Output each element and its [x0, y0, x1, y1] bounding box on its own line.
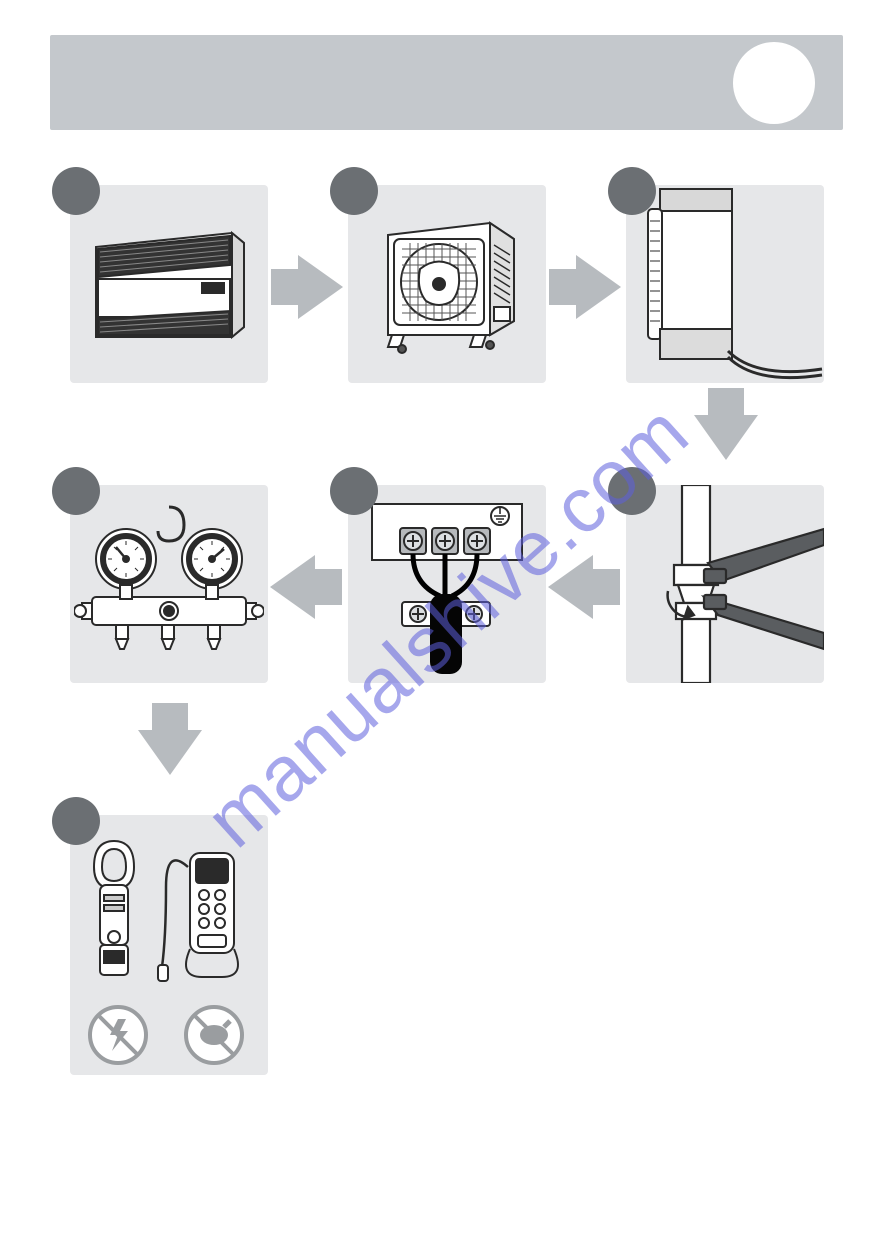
step-badge-7	[52, 797, 100, 845]
flow-arrow	[548, 555, 593, 619]
header-step-circle	[733, 42, 815, 124]
flow-arrow	[576, 255, 621, 319]
step-badge-3	[608, 167, 656, 215]
step-tile-1	[70, 185, 268, 383]
pipe-flare-illustration	[626, 485, 824, 683]
step-tile-7	[70, 815, 268, 1075]
flow-arrow	[270, 555, 315, 619]
step-badge-4	[608, 467, 656, 515]
step-tile-3	[626, 185, 824, 383]
header-bar	[50, 35, 843, 130]
step-badge-2	[330, 167, 378, 215]
step-tile-2	[348, 185, 546, 383]
step-badge-5	[330, 467, 378, 515]
flow-arrow	[138, 730, 202, 775]
flow-arrow	[694, 415, 758, 460]
drain-illustration	[626, 185, 824, 383]
step-badge-1	[52, 167, 100, 215]
step-badge-6	[52, 467, 100, 515]
terminal-wiring-illustration	[348, 485, 546, 683]
indoor-unit-illustration	[70, 185, 268, 383]
step-tile-5	[348, 485, 546, 683]
vacuum-gauge-illustration	[70, 485, 268, 683]
step-tile-6	[70, 485, 268, 683]
flow-arrow	[298, 255, 343, 319]
test-check-illustration	[70, 815, 268, 1075]
outdoor-unit-illustration	[348, 185, 546, 383]
step-tile-4	[626, 485, 824, 683]
